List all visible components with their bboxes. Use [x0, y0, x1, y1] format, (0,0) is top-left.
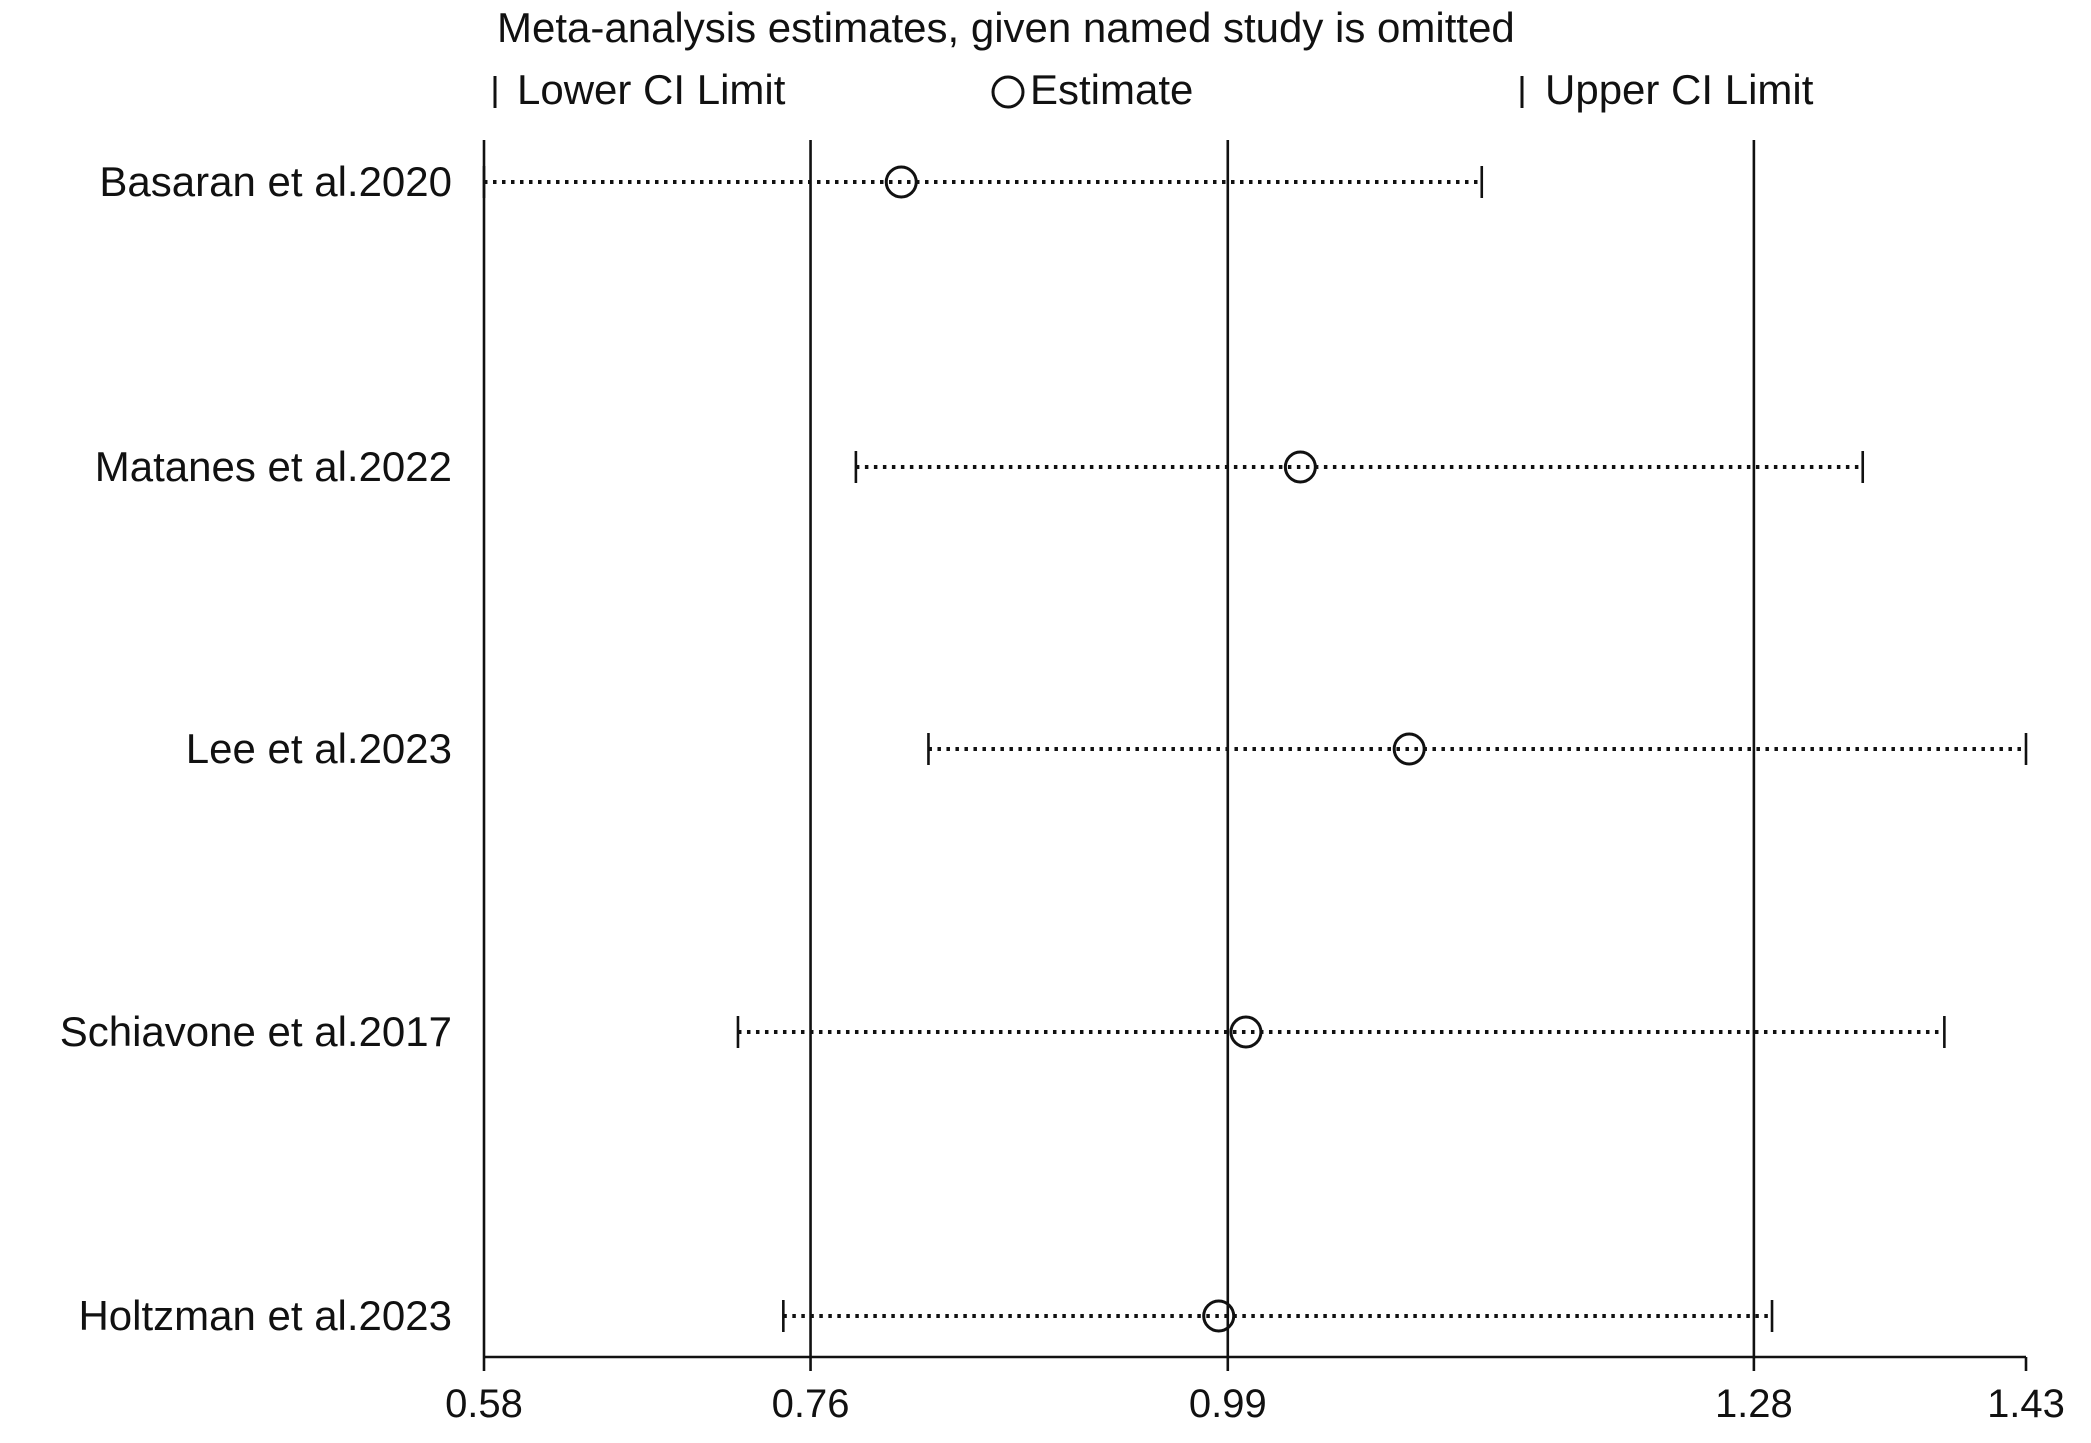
x-tick-label: 0.76 [772, 1382, 850, 1426]
study-label: Schiavone et al.2017 [60, 1008, 452, 1055]
study-row: Holtzman et al.2023 [78, 1292, 1774, 1339]
legend-lower-ci-label: Lower CI Limit [517, 66, 786, 113]
x-tick-label: 0.99 [1189, 1382, 1267, 1426]
estimate-point [1229, 1015, 1263, 1049]
estimate-point [1283, 450, 1317, 484]
legend-estimate-icon [991, 75, 1025, 109]
study-label: Holtzman et al.2023 [78, 1292, 452, 1339]
legend-estimate-label: Estimate [1030, 66, 1193, 113]
estimate-point [884, 165, 918, 199]
estimate-point [1392, 732, 1426, 766]
legend: Meta-analysis estimates, given named stu… [493, 4, 1814, 113]
study-label: Basaran et al.2020 [99, 158, 452, 205]
study-row: Schiavone et al.2017 [60, 1008, 1946, 1055]
study-row: Matanes et al.2022 [95, 443, 1865, 490]
study-label: Matanes et al.2022 [95, 443, 452, 490]
legend-upper-ci-label: Upper CI Limit [1545, 66, 1814, 113]
study-row: Basaran et al.2020 [99, 158, 1484, 205]
study-label: Lee et al.2023 [186, 725, 452, 772]
x-tick-label: 0.58 [445, 1382, 523, 1426]
study-row: Lee et al.2023 [186, 725, 2028, 772]
estimate-point [1202, 1299, 1236, 1333]
x-tick-label: 1.28 [1715, 1382, 1793, 1426]
study-rows: Basaran et al.2020 Matanes et al.2022 Lee … [60, 158, 2028, 1339]
x-axis: 0.58 0.76 0.99 1.28 1.43 [445, 1355, 2065, 1426]
x-tick-label: 1.43 [1987, 1382, 2065, 1426]
chart-title: Meta-analysis estimates, given named stu… [497, 4, 1515, 51]
